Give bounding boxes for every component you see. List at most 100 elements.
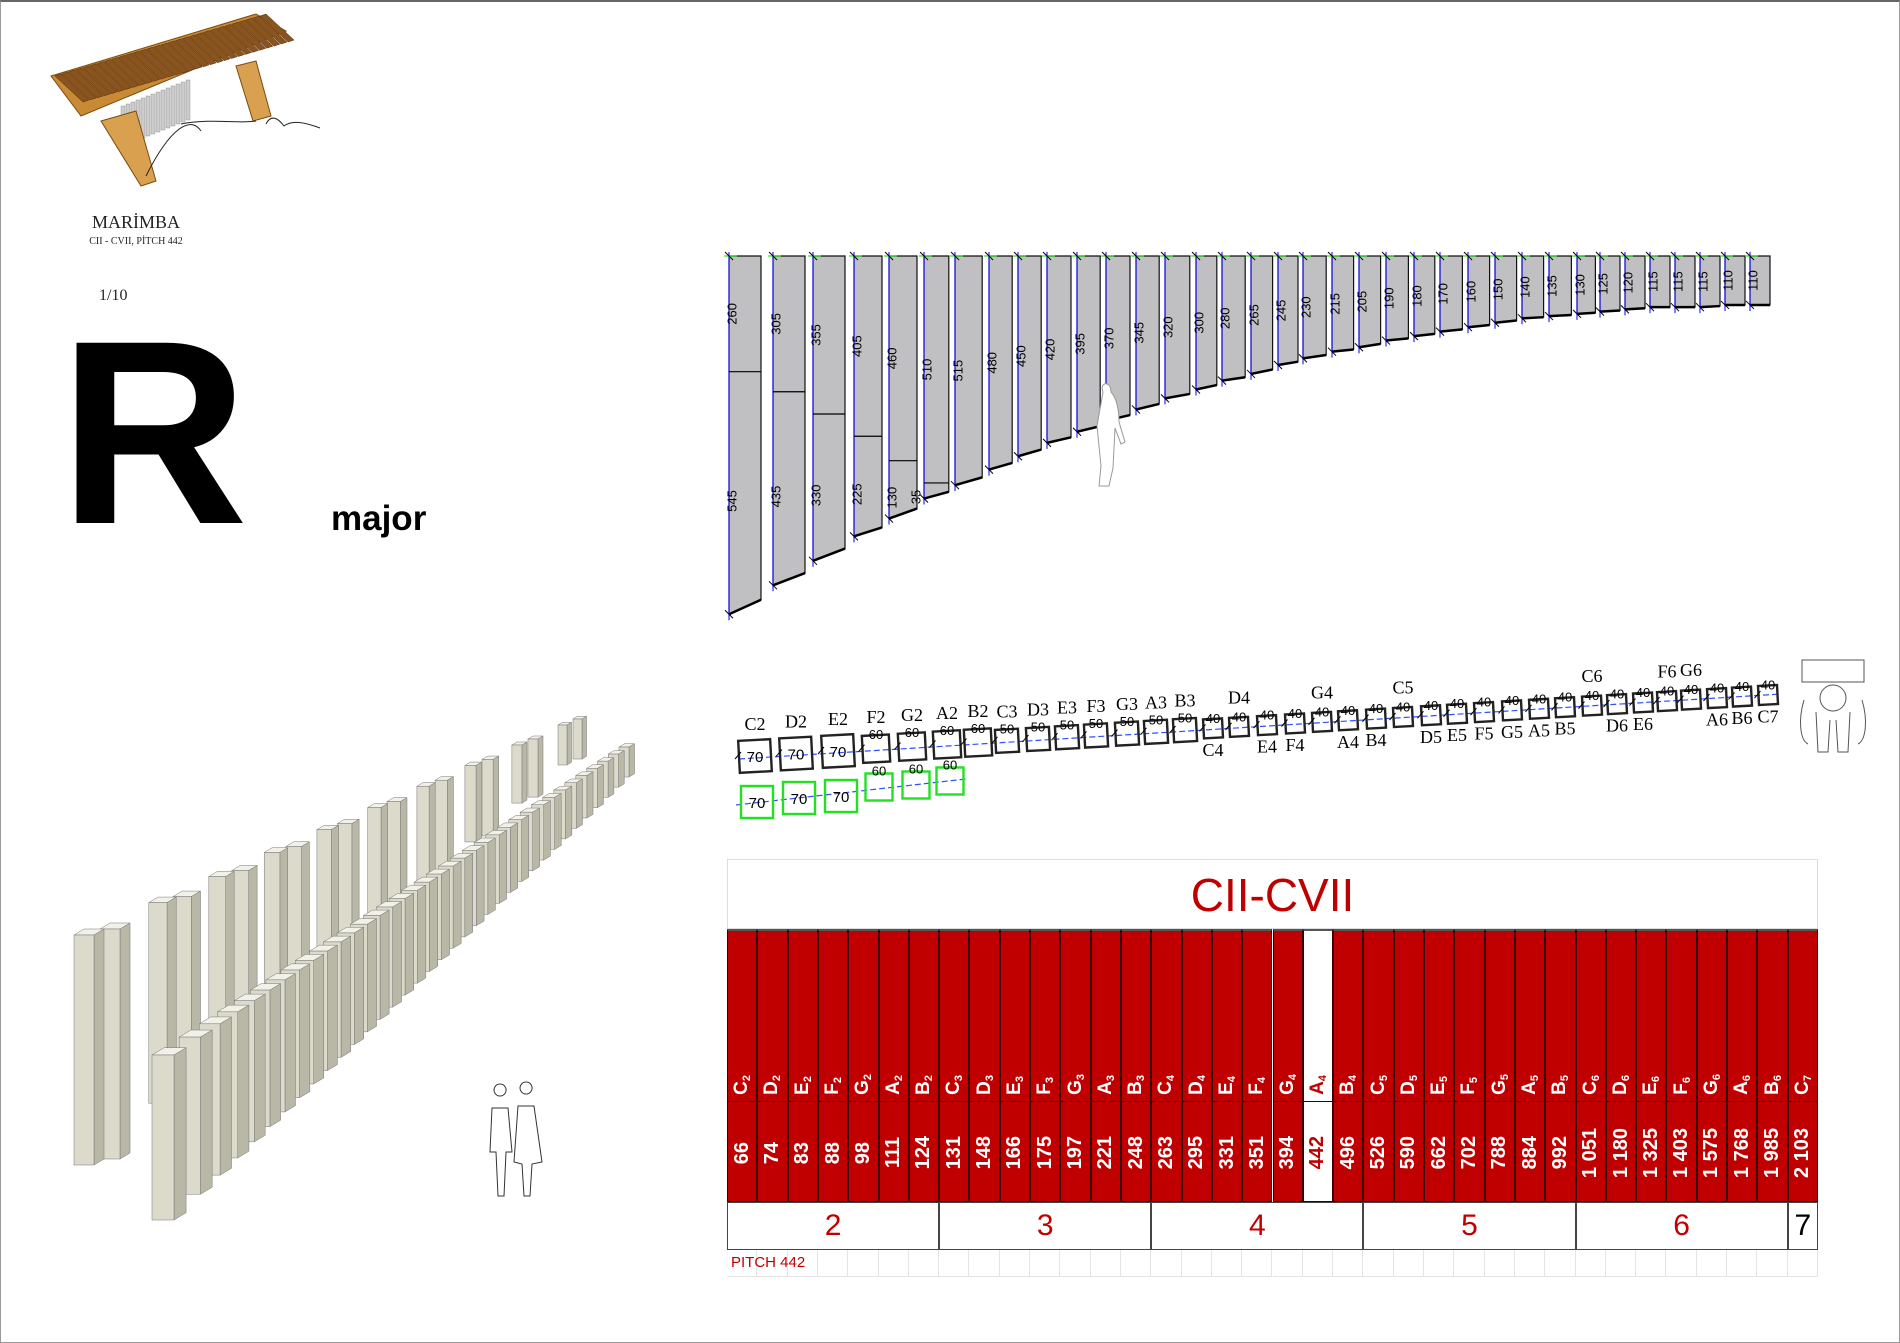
note-octave: 7 <box>1801 1075 1814 1082</box>
tick-mark <box>1160 251 1170 261</box>
frequency-cell: 1 325 <box>1637 1101 1666 1204</box>
frequency-value: 263 <box>1154 1136 1177 1170</box>
upper-length-label: 180 <box>1410 285 1425 307</box>
key-note-label: E5 <box>1447 725 1467 745</box>
note-name-cell: A4 <box>1304 931 1332 1101</box>
key-B5 <box>1553 695 1577 719</box>
tick-mark <box>1551 702 1558 711</box>
frequency-cell: 248 <box>1121 1101 1151 1204</box>
frequency-value: 248 <box>1124 1136 1147 1170</box>
key-C2 <box>736 737 774 775</box>
bar-bottom-edge <box>1576 311 1596 316</box>
upper-length-label: 125 <box>1596 273 1611 295</box>
note-column-A6: A6 1 768 <box>1727 929 1758 1204</box>
note-column-F2: F2 88 <box>817 929 849 1202</box>
note-column-A4: A4 442 <box>1302 929 1334 1202</box>
marimba-illustration <box>50 13 321 187</box>
note-octave: 5 <box>1377 1075 1390 1082</box>
note-octave: 3 <box>953 1075 966 1082</box>
front-tube-side <box>597 764 604 809</box>
frequency-cell: 526 <box>1364 1101 1393 1204</box>
frequency-value: 1 051 <box>1579 1127 1602 1179</box>
tick-mark <box>1572 309 1582 319</box>
note-name-cell: F6 <box>1667 931 1695 1101</box>
marimba-bar <box>195 32 231 61</box>
frequency-cell: 788 <box>1485 1101 1514 1204</box>
marimba-resonator <box>180 81 186 123</box>
note-name-cell: A2 <box>880 931 908 1101</box>
note-octave: 2 <box>771 1075 784 1082</box>
upper-length-label: 160 <box>1464 281 1479 303</box>
tick-mark <box>1463 322 1473 332</box>
key-D4 <box>1227 715 1251 739</box>
note-name: D3 <box>973 1075 996 1095</box>
note-name: A4 <box>1306 1075 1329 1095</box>
marimba-bar <box>132 50 168 80</box>
key-F4 <box>1283 712 1307 735</box>
tick-mark <box>1354 342 1364 352</box>
frequency-cell: 662 <box>1425 1101 1454 1204</box>
note-name: C4 <box>1155 1075 1178 1095</box>
green-key-size-label: 60 <box>943 758 957 773</box>
front-tube-side <box>269 983 281 1128</box>
tick-mark <box>960 738 967 746</box>
marimba-bar <box>68 69 104 99</box>
upper-length-label: 170 <box>1436 283 1451 305</box>
note-name: G5 <box>1488 1074 1511 1095</box>
key-B3 <box>1171 716 1199 744</box>
note-name: F6 <box>1670 1077 1693 1095</box>
frequency-cell: 1 768 <box>1728 1101 1757 1204</box>
upper-length-label: 515 <box>951 360 966 382</box>
key-size-label: 50 <box>1000 721 1014 736</box>
tick-mark <box>1677 695 1684 703</box>
note-name: C2 <box>731 1075 753 1095</box>
bar-bottom-edge <box>1277 360 1299 367</box>
marimba-bar <box>210 28 245 57</box>
note-name-cell: E2 <box>789 931 817 1101</box>
tick-mark <box>929 740 936 748</box>
upper-length-label: 510 <box>920 359 935 381</box>
note-octave: 4 <box>1195 1075 1208 1082</box>
note-octave: 2 <box>922 1075 935 1082</box>
green-key <box>823 778 859 814</box>
pitch-row-cell <box>999 1250 1031 1277</box>
note-column-D6: D6 1 180 <box>1605 929 1637 1202</box>
front-tube-side <box>284 973 296 1113</box>
tick-mark <box>1645 251 1655 261</box>
marimba-bar <box>75 67 111 97</box>
front-tube-side <box>340 935 351 1058</box>
tick-mark <box>849 531 859 541</box>
marimba-bar <box>181 36 217 66</box>
frequency-cell: 702 <box>1455 1101 1484 1204</box>
note-octave: 5 <box>1468 1077 1481 1084</box>
tick-mark <box>1225 722 1232 731</box>
key-E4 <box>1255 713 1279 737</box>
key-A4 <box>1336 709 1360 732</box>
back-tube-side <box>428 782 436 883</box>
tick-mark <box>1013 251 1023 261</box>
note-column-F5: F5 702 <box>1454 929 1485 1204</box>
person-silhouette <box>1096 383 1126 487</box>
key-B6 <box>1730 685 1754 708</box>
tick-mark <box>1720 300 1730 310</box>
octave-7: 7 <box>1787 1202 1818 1250</box>
bar-bottom-edge <box>1413 332 1435 338</box>
note-name-cell: C5 <box>1364 931 1392 1101</box>
pitch-row-cell <box>1363 1250 1394 1277</box>
tick-mark <box>808 251 818 261</box>
tick-mark <box>1131 405 1141 414</box>
key-D3 <box>1024 725 1052 753</box>
frequency-value: 124 <box>912 1136 935 1170</box>
bar-bottom-edge <box>1548 313 1572 318</box>
tick-mark <box>1281 719 1288 727</box>
bar-bottom-edge <box>1250 368 1273 376</box>
upper-length-label: 130 <box>1573 274 1588 296</box>
key-G6 <box>1679 688 1703 711</box>
key-size-label: 40 <box>1585 688 1599 703</box>
note-octave: 6 <box>1710 1074 1723 1081</box>
frequency-cell: 74 <box>758 1101 787 1204</box>
front-tube-side <box>392 901 402 1008</box>
pitch-label: PITCH 442 <box>731 1254 806 1271</box>
lower-length-label: 130 <box>885 487 900 509</box>
note-column-D3: D3 148 <box>969 929 1000 1202</box>
